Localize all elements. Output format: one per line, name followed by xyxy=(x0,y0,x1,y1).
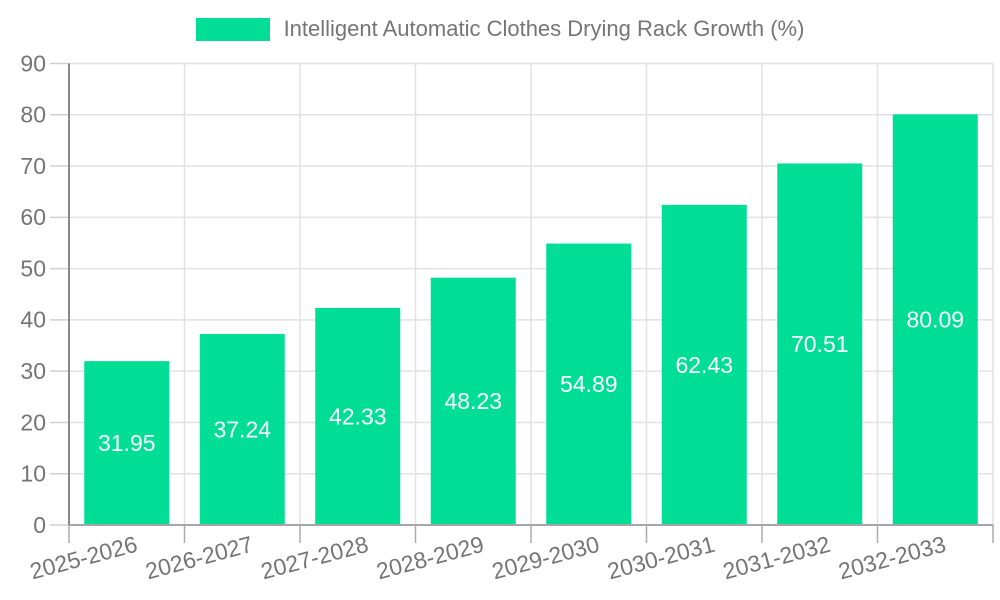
y-tick-label: 90 xyxy=(20,50,46,76)
legend-item[interactable]: Intelligent Automatic Clothes Drying Rac… xyxy=(0,16,1000,42)
legend-swatch xyxy=(195,17,270,41)
bar-2025-2026[interactable] xyxy=(84,361,170,525)
x-tick-label: 2025-2026 xyxy=(27,531,140,585)
x-tick-label: 2026-2027 xyxy=(143,531,256,585)
y-tick-label: 10 xyxy=(20,461,46,487)
bar-2027-2028[interactable] xyxy=(315,307,401,525)
x-tick-label: 2029-2030 xyxy=(489,531,602,585)
bar-2031-2032[interactable] xyxy=(777,163,863,526)
bar-2026-2027[interactable] xyxy=(199,334,285,525)
bar-value-label: 62.43 xyxy=(675,352,733,378)
x-tick-label: 2032-2033 xyxy=(836,531,949,585)
y-tick-label: 50 xyxy=(20,255,46,281)
y-tick-label: 60 xyxy=(20,204,46,230)
legend-label: Intelligent Automatic Clothes Drying Rac… xyxy=(283,16,805,41)
y-tick-label: 20 xyxy=(20,409,46,435)
bar-2030-2031[interactable] xyxy=(661,204,747,525)
y-tick-label: 70 xyxy=(20,153,46,179)
y-tick-label: 40 xyxy=(20,307,46,333)
bar-2029-2030[interactable] xyxy=(546,243,632,526)
bar-2032-2033[interactable] xyxy=(892,114,978,525)
bar-value-label: 31.95 xyxy=(98,430,156,456)
x-tick-label: 2030-2031 xyxy=(605,531,718,585)
bar-value-label: 48.23 xyxy=(444,388,502,414)
y-tick-label: 0 xyxy=(33,512,46,538)
bar-value-label: 54.89 xyxy=(560,371,618,397)
x-tick-label: 2031-2032 xyxy=(720,531,833,585)
x-tick-label: 2028-2029 xyxy=(374,531,487,585)
x-tick-label: 2027-2028 xyxy=(258,531,371,585)
bar-2028-2029[interactable] xyxy=(430,277,516,525)
bar-value-label: 42.33 xyxy=(329,403,387,429)
bar-value-label: 37.24 xyxy=(213,416,271,442)
bar-value-label: 80.09 xyxy=(906,306,964,332)
y-tick-label: 80 xyxy=(20,102,46,128)
y-tick-label: 30 xyxy=(20,358,46,384)
bar-value-label: 70.51 xyxy=(791,331,849,357)
